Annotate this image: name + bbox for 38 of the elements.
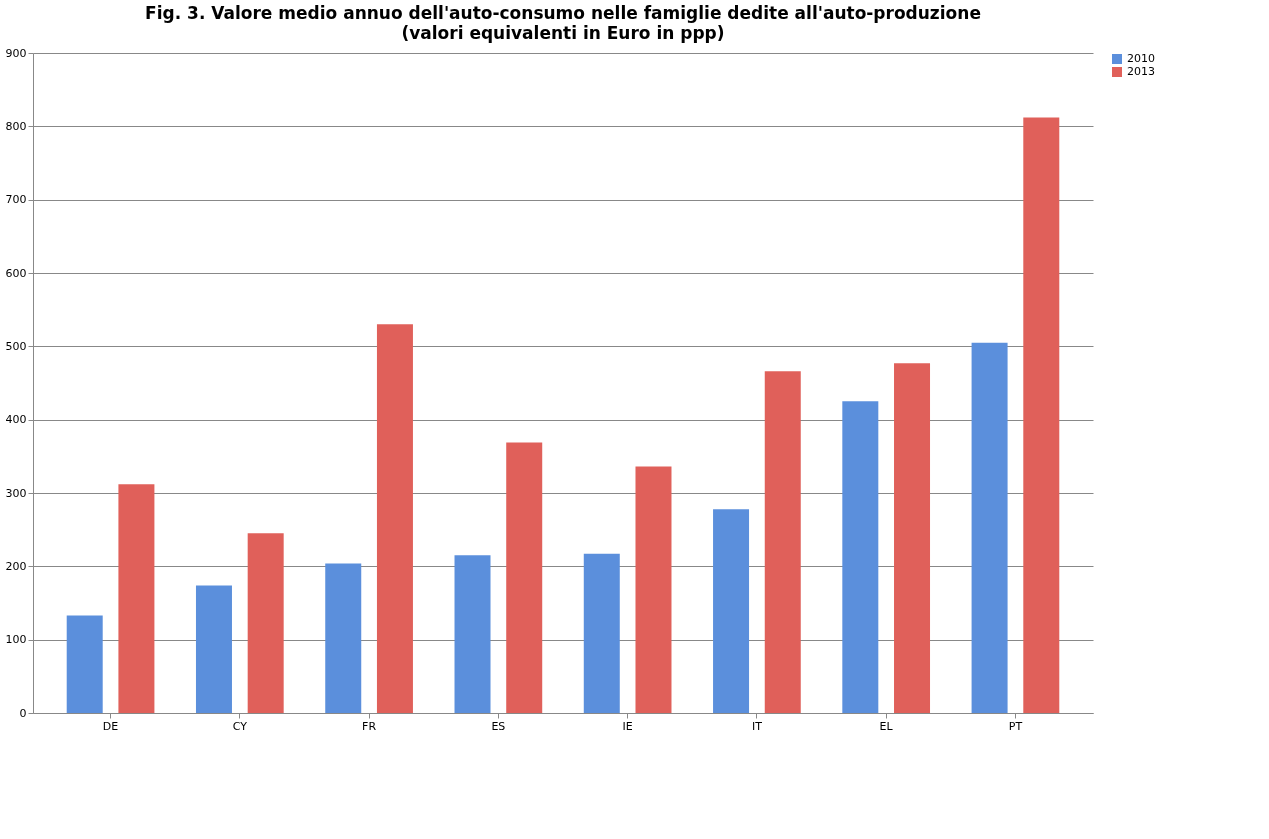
x-tick-label: EL — [879, 719, 894, 733]
bar — [713, 509, 750, 713]
y-tick-label: 400 — [5, 413, 27, 427]
bar — [325, 563, 362, 713]
bar — [971, 342, 1008, 713]
bar — [247, 533, 284, 713]
legend-label: 2010 — [1127, 52, 1155, 65]
bar — [894, 363, 931, 713]
legend-label: 2013 — [1127, 65, 1155, 78]
bar — [635, 466, 672, 713]
x-tick-label: IT — [751, 719, 763, 733]
y-tick-label: 100 — [5, 633, 27, 647]
bar — [195, 585, 232, 713]
chart-title: Fig. 3. Valore medio annuo dell'auto-consumo nelle famiglie dedite all'auto-produzione — [145, 3, 981, 23]
x-tick-label: ES — [491, 719, 506, 733]
chart-subtitle: (valori equivalenti in Euro in ppp) — [401, 23, 725, 43]
bar — [376, 324, 413, 713]
y-tick-label: 600 — [5, 266, 27, 280]
y-tick-label: 300 — [5, 486, 27, 500]
y-tick-label: 0 — [19, 706, 27, 720]
x-tick-label: CY — [232, 719, 248, 733]
bar — [66, 615, 103, 713]
bar — [118, 484, 155, 713]
y-tick-label: 500 — [5, 339, 27, 353]
bar — [454, 555, 491, 713]
x-tick-label: DE — [102, 719, 119, 733]
bar — [764, 371, 801, 713]
bar — [506, 442, 543, 713]
bar — [1023, 117, 1060, 713]
y-tick-label: 900 — [5, 46, 27, 60]
x-tick-label: FR — [362, 719, 377, 733]
bar — [842, 401, 879, 713]
y-tick-label: 700 — [5, 193, 27, 207]
y-tick-label: 800 — [5, 119, 27, 133]
x-tick-label: IE — [622, 719, 633, 733]
y-tick-label: 200 — [5, 559, 27, 573]
bar — [583, 553, 620, 713]
x-tick-label: PT — [1008, 719, 1023, 733]
